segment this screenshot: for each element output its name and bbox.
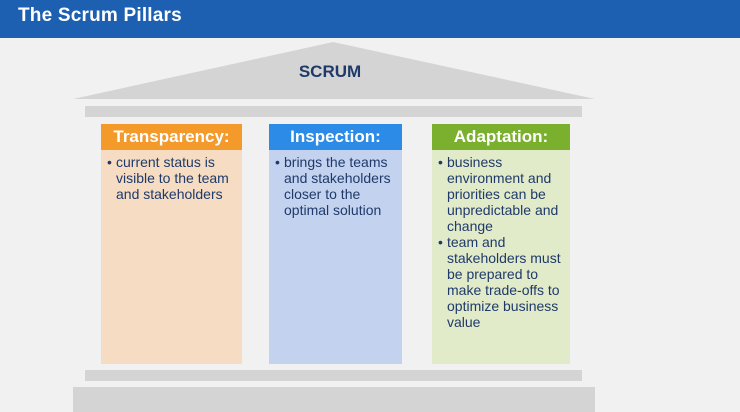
pillar-body <box>432 150 570 364</box>
bullet-text: business environment and priorities can … <box>447 154 559 234</box>
bullet-dot: • <box>438 234 443 250</box>
roof-triangle <box>73 42 595 99</box>
slide-title: The Scrum Pillars <box>18 5 182 26</box>
foundation-base <box>73 387 595 412</box>
bullet-dot: • <box>275 154 280 170</box>
pillar-inspection: Inspection: • brings the teams and stake… <box>269 124 402 364</box>
bullet-text: current status is visible to the team an… <box>116 154 229 202</box>
pillar-bullets: • brings the teams and stakeholders clos… <box>275 154 398 218</box>
bullet-item: • business environment and priorities ca… <box>438 154 566 234</box>
foundation-step <box>85 370 582 381</box>
bullet-item: • current status is visible to the team … <box>107 154 238 202</box>
pillar-title: Transparency: <box>101 124 242 150</box>
pillar-title: Adaptation: <box>432 124 570 150</box>
roof-base-bar <box>85 106 582 117</box>
pillar-bullets: • current status is visible to the team … <box>107 154 238 202</box>
roof-label: SCRUM <box>298 62 362 81</box>
pillar-body <box>101 150 242 364</box>
bullet-dot: • <box>438 154 443 170</box>
bullet-dot: • <box>107 154 112 170</box>
pillar-adaptation: Adaptation: • business environment and p… <box>432 124 570 364</box>
header-bar: The Scrum Pillars <box>0 0 740 38</box>
bullet-text: brings the teams and stakeholders closer… <box>284 154 391 218</box>
bullet-item: • brings the teams and stakeholders clos… <box>275 154 398 218</box>
pillar-bullets: • business environment and priorities ca… <box>438 154 566 330</box>
pillar-body <box>269 150 402 364</box>
bullet-text: team and stakeholders must be prepared t… <box>447 234 561 330</box>
pillar-title: Inspection: <box>269 124 402 150</box>
bullet-item: • team and stakeholders must be prepared… <box>438 234 566 330</box>
pillar-transparency: Transparency: • current status is visibl… <box>101 124 242 364</box>
